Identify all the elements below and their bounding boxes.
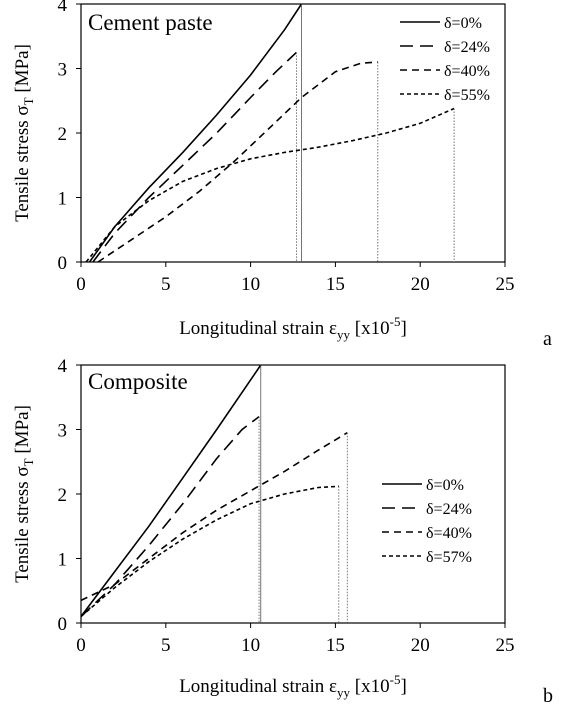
x-axis-label-close: ] bbox=[400, 318, 406, 339]
x-tick-label: 15 bbox=[326, 635, 345, 656]
legend-label: δ=55% bbox=[444, 87, 490, 104]
series-line bbox=[80, 364, 262, 617]
axes: 0 5 10 15 20 25 0 1 2 3 4 bbox=[58, 0, 515, 295]
series-line bbox=[97, 61, 378, 263]
plot-area-frame bbox=[80, 364, 506, 624]
x-tick-label: 5 bbox=[161, 274, 171, 295]
series-line bbox=[85, 107, 455, 263]
x-axis-label-close: ] bbox=[400, 676, 406, 697]
x-tick-label: 20 bbox=[411, 274, 430, 295]
y-axis-label: Tensile stress σT [MPa] bbox=[12, 405, 36, 583]
y-axis-label-main: Tensile stress σ bbox=[12, 466, 33, 583]
y-tick-label: 3 bbox=[58, 60, 68, 81]
x-tick-label: 20 bbox=[411, 635, 430, 656]
y-axis-label: Tensile stress σT [MPa] bbox=[12, 44, 36, 222]
legend-label: δ=40% bbox=[426, 525, 472, 542]
x-axis-label: Longitudinal strain εyy [x10-5] bbox=[179, 314, 407, 342]
legend: δ=0% δ=24% δ=40% δ=55% bbox=[400, 15, 490, 104]
x-axis-label-sup: -5 bbox=[390, 672, 401, 687]
y-axis-label-sub: T bbox=[21, 458, 36, 466]
y-tick-label: 0 bbox=[58, 253, 68, 274]
x-axis-label-unit: [x10 bbox=[350, 318, 390, 339]
x-tick-label: 15 bbox=[326, 274, 345, 295]
panel-composite: Composite 0 5 10 15 20 25 0 1 2 3 4 δ=0% δ=24% δ=40%… bbox=[12, 356, 553, 707]
series-line bbox=[80, 485, 339, 618]
plot-area-frame bbox=[80, 3, 506, 263]
legend-label: δ=40% bbox=[444, 63, 490, 80]
panel-title: Composite bbox=[88, 369, 188, 394]
x-axis-label: Longitudinal strain εyy [x10-5] bbox=[179, 672, 407, 700]
x-tick-label: 0 bbox=[76, 635, 86, 656]
x-axis-label-sub: yy bbox=[337, 327, 351, 342]
y-tick-label: 0 bbox=[58, 614, 68, 635]
y-axis-label-sub: T bbox=[21, 97, 36, 105]
series-layer bbox=[80, 364, 348, 623]
x-tick-label: 10 bbox=[241, 635, 260, 656]
y-tick-label: 3 bbox=[58, 421, 68, 442]
x-tick-label: 10 bbox=[241, 274, 260, 295]
panel-letter: a bbox=[543, 328, 552, 350]
panel-title: Cement paste bbox=[88, 10, 213, 35]
y-tick-label: 2 bbox=[58, 124, 68, 145]
x-tick-label: 25 bbox=[496, 274, 515, 295]
legend-label: δ=0% bbox=[444, 15, 482, 32]
series-line bbox=[88, 3, 303, 263]
x-tick-label: 25 bbox=[496, 635, 515, 656]
y-axis-label-unit: [MPa] bbox=[12, 44, 33, 97]
y-tick-label: 1 bbox=[58, 550, 68, 571]
legend-label: δ=24% bbox=[426, 501, 472, 518]
y-tick-label: 4 bbox=[58, 356, 68, 377]
series-line bbox=[80, 432, 348, 602]
y-tick-label: 2 bbox=[58, 485, 68, 506]
y-tick-label: 4 bbox=[58, 0, 68, 16]
series-layer bbox=[85, 3, 455, 263]
x-axis-label-unit: [x10 bbox=[350, 676, 390, 697]
series-line bbox=[80, 415, 260, 618]
x-axis-label-main: Longitudinal strain ε bbox=[179, 676, 337, 697]
legend-label: δ=57% bbox=[426, 549, 472, 566]
panel-letter: b bbox=[543, 685, 553, 707]
y-axis-label-main: Tensile stress σ bbox=[12, 105, 33, 222]
x-axis-label-main: Longitudinal strain ε bbox=[179, 318, 337, 339]
legend-label: δ=24% bbox=[444, 39, 490, 56]
legend-label: δ=0% bbox=[426, 477, 464, 494]
x-tick-label: 0 bbox=[76, 274, 86, 295]
legend: δ=0% δ=24% δ=40% δ=57% bbox=[382, 477, 472, 566]
x-axis-label-sub: yy bbox=[337, 685, 351, 700]
series-line bbox=[92, 51, 297, 263]
axes: 0 5 10 15 20 25 0 1 2 3 4 bbox=[58, 356, 515, 656]
x-tick-label: 5 bbox=[161, 635, 171, 656]
x-axis-label-sup: -5 bbox=[390, 314, 401, 329]
y-tick-label: 1 bbox=[58, 189, 68, 210]
y-axis-label-unit: [MPa] bbox=[12, 405, 33, 458]
